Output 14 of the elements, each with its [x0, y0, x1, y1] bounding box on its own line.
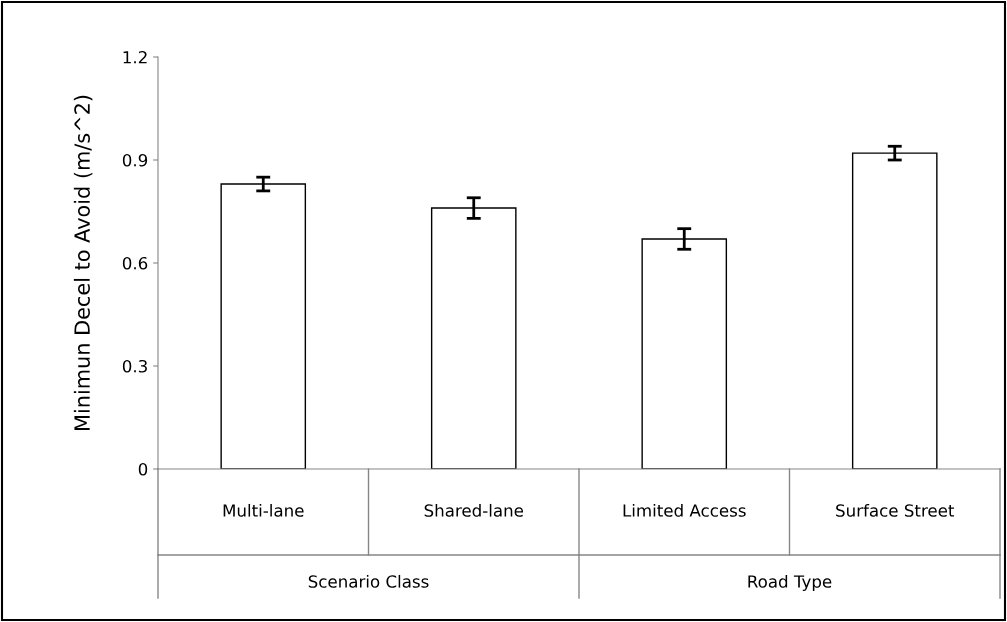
y-tick-label: 0.3	[122, 359, 147, 373]
y-axis-title: Minimun Decel to Avoid (m/s^2)	[73, 95, 93, 430]
x-tick-label: Shared-lane	[424, 503, 524, 517]
x-tick-label: Multi-lane	[223, 503, 304, 517]
y-tick-label: 0.6	[122, 256, 148, 270]
text: Road Type	[748, 574, 832, 592]
y-tick-label: 1.2	[123, 50, 147, 64]
y-tick-label: 0	[138, 462, 148, 476]
bar	[851, 152, 938, 469]
y-tick-label: 0.9	[122, 153, 148, 167]
x-tick-label: Surface Street	[836, 503, 955, 517]
x-tick-label: Limited Access	[623, 503, 746, 517]
bar	[220, 183, 307, 469]
text: Scenario Class	[308, 574, 429, 588]
